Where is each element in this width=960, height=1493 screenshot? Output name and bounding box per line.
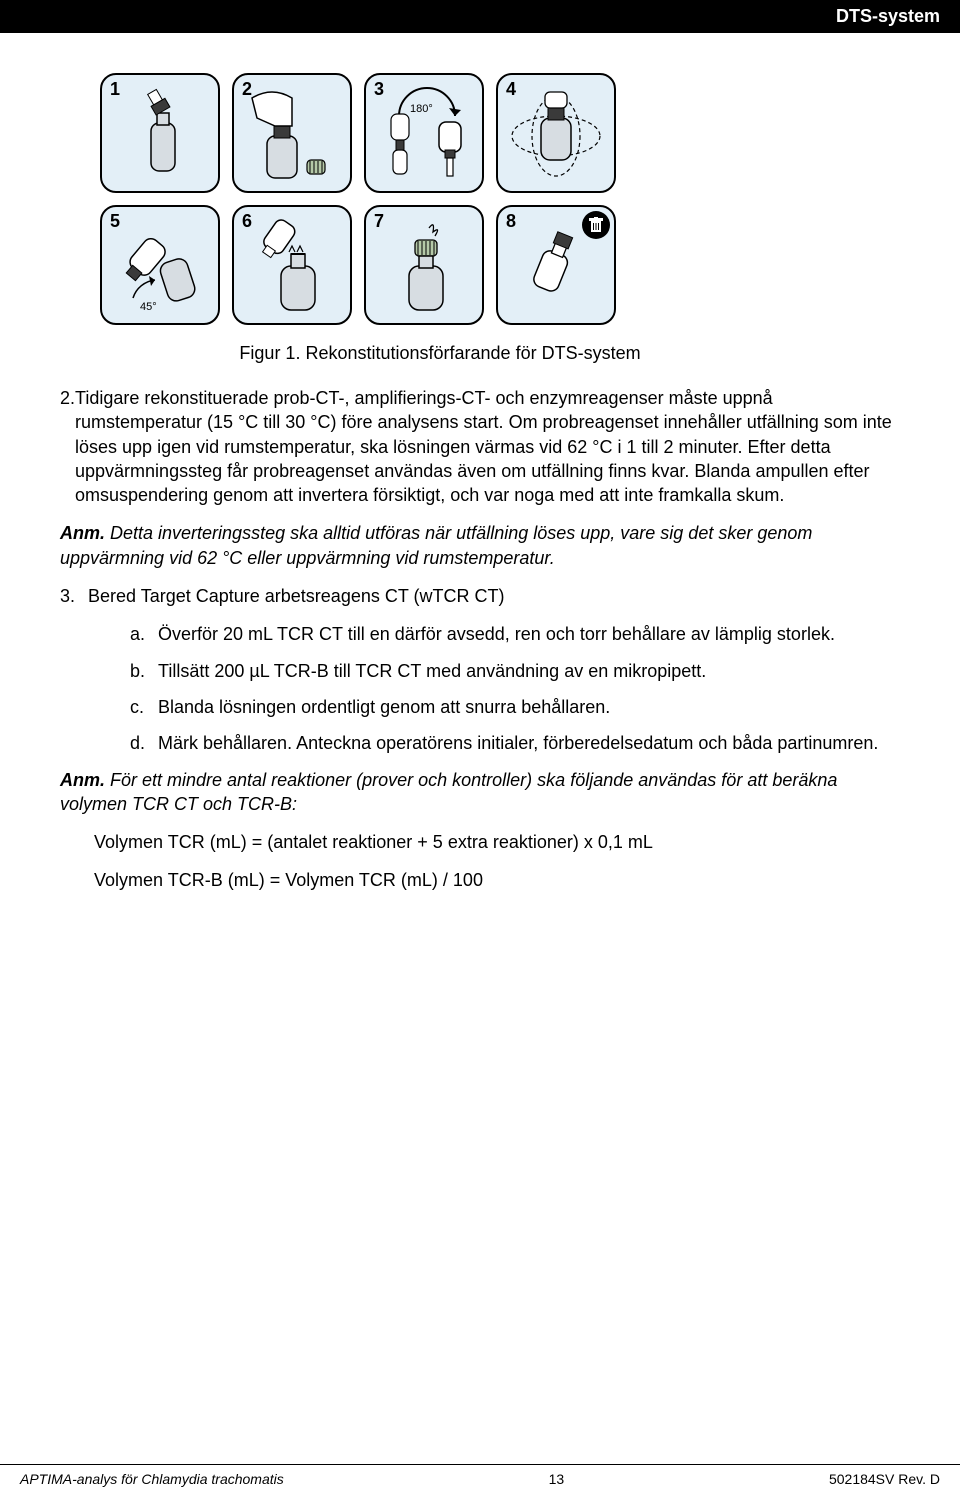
header-bar: DTS-system [0,0,960,33]
figure-tile-4: 4 [496,73,616,193]
figure-tile-6: 6 [232,205,352,325]
invert-180-icon [369,78,479,188]
footer-rev: 502184SV Rev. D [829,1471,940,1487]
list-item-3: 3. Bered Target Capture arbetsreagens CT… [60,584,900,608]
sub-letter: c. [130,695,158,719]
figure-tile-7: 7 [364,205,484,325]
figure-tile-1: 1 [100,73,220,193]
angle-label-45: 45° [140,301,157,313]
note-text: Detta inverteringssteg ska alltid utföra… [60,523,812,567]
tile-number: 7 [374,211,384,232]
tile-number: 2 [242,79,252,100]
figure-tile-2: 2 [232,73,352,193]
figure-grid: 1 2 3 180° [100,73,900,325]
hand-insert-icon [237,78,347,188]
tile-number: 6 [242,211,252,232]
page-footer: APTIMA-analys för Chlamydia trachomatis … [0,1464,960,1493]
tile-number: 1 [110,79,120,100]
tile-number: 3 [374,79,384,100]
bottle-tilted-cap-icon [125,83,195,183]
item-text: Bered Target Capture arbetsreagens CT (w… [88,584,505,608]
footer-page-number: 13 [549,1471,565,1487]
formula-1: Volymen TCR (mL) = (antalet reaktioner +… [60,830,900,854]
trash-icon [582,211,610,239]
note-label: Anm. [60,770,105,790]
sub-text: Tillsätt 200 µL TCR-B till TCR CT med an… [158,659,706,683]
figure-caption: Figur 1. Rekonstitutionsförfarande för D… [0,343,900,364]
sub-list: a. Överför 20 mL TCR CT till en därför a… [60,622,900,755]
page-content: 1 2 3 180° [0,33,960,1407]
item-number: 2. [60,386,75,507]
formula-2: Volymen TCR-B (mL) = Volymen TCR (mL) / … [60,868,900,892]
note-label: Anm. [60,523,105,543]
tile-number: 4 [506,79,516,100]
note-2: Anm. För ett mindre antal reaktioner (pr… [60,768,900,817]
figure-tile-8: 8 [496,205,616,325]
item-text: Tidigare rekonstituerade prob-CT-, ampli… [75,386,900,507]
sub-text: Märk behållaren. Anteckna operatörens in… [158,731,878,755]
angle-label-180: 180° [410,103,433,115]
recap-bottle-icon [369,210,479,320]
sub-letter: d. [130,731,158,755]
header-section: DTS-system [836,6,940,26]
note-text: För ett mindre antal reaktioner (prover … [60,770,837,814]
drain-bottle-icon [237,210,347,320]
pour-45-icon [105,210,215,320]
sub-text: Överför 20 mL TCR CT till en därför avse… [158,622,835,646]
swirl-bottle-icon [501,78,611,188]
item-number: 3. [60,584,88,608]
sub-item-d: d. Märk behållaren. Anteckna operatörens… [130,731,900,755]
note-1: Anm. Detta inverteringssteg ska alltid u… [60,521,900,570]
tile-number: 5 [110,211,120,232]
sub-letter: b. [130,659,158,683]
sub-letter: a. [130,622,158,646]
list-item-2: 2. Tidigare rekonstituerade prob-CT-, am… [60,386,900,507]
sub-text: Blanda lösningen ordentligt genom att sn… [158,695,610,719]
sub-item-b: b. Tillsätt 200 µL TCR-B till TCR CT med… [130,659,900,683]
figure-tile-3: 3 180° [364,73,484,193]
figure-tile-5: 5 45° [100,205,220,325]
sub-item-a: a. Överför 20 mL TCR CT till en därför a… [130,622,900,646]
footer-left: APTIMA-analys för Chlamydia trachomatis [20,1471,284,1487]
sub-item-c: c. Blanda lösningen ordentligt genom att… [130,695,900,719]
tile-number: 8 [506,211,516,232]
